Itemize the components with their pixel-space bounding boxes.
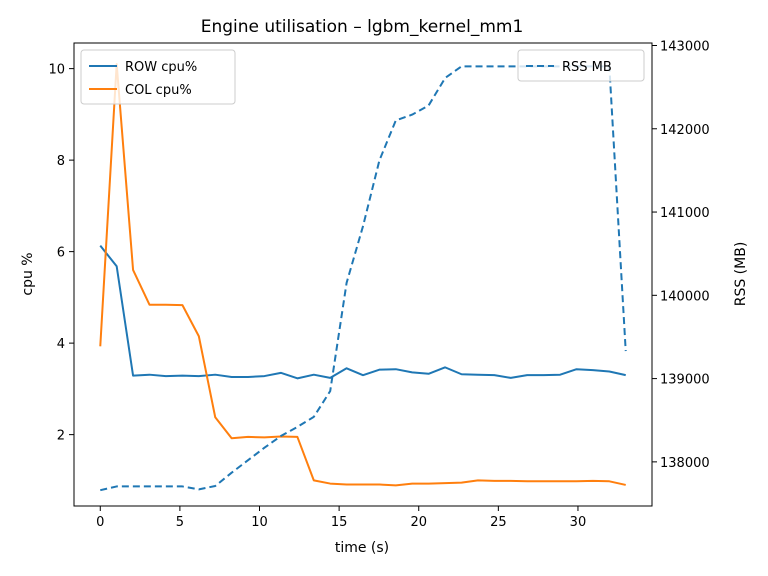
y2-tick-label: 143000: [660, 39, 710, 54]
series-line-rss-mb: [100, 65, 627, 492]
y-axis-right: 138000 139000 140000 141000 142000 143000: [652, 39, 710, 471]
series-line-col-cpu: [99, 63, 626, 487]
legend-label: COL cpu%: [125, 83, 192, 98]
legend-cpu: ROW cpu% COL cpu%: [80, 49, 236, 105]
x-axis: 0 5 10 15 20 25 30: [96, 506, 586, 530]
chart-title: Engine utilisation – lgbm_kernel_mm1: [201, 17, 524, 37]
x-tick-label: 10: [251, 515, 268, 530]
plot-frame: [73, 42, 653, 507]
x-tick-label: 20: [410, 515, 427, 530]
y2-tick-label: 142000: [660, 123, 710, 138]
y-tick-label: 8: [57, 154, 65, 169]
y2-tick-label: 141000: [660, 206, 710, 221]
y-axis-label: cpu %: [20, 252, 36, 295]
legend-label: ROW cpu%: [125, 60, 197, 75]
y2-axis-label: RSS (MB): [733, 242, 749, 307]
legend-box: [517, 49, 645, 82]
y-tick-label: 6: [57, 246, 65, 261]
x-tick-label: 25: [490, 515, 507, 530]
x-tick-label: 0: [96, 515, 104, 530]
x-axis-label: time (s): [335, 540, 389, 556]
y-tick-label: 4: [57, 337, 65, 352]
series-line-row-cpu: [99, 245, 626, 380]
x-tick-label: 5: [176, 515, 184, 530]
y2-tick-label: 139000: [660, 373, 710, 388]
legend-rss: RSS MB: [517, 49, 645, 82]
x-tick-label: 15: [331, 515, 348, 530]
y2-tick-label: 138000: [660, 456, 710, 471]
y2-tick-label: 140000: [660, 289, 710, 304]
plot-area: [99, 63, 627, 492]
legend-label: RSS MB: [562, 60, 612, 75]
y-tick-label: 2: [57, 429, 65, 444]
y-tick-label: 10: [48, 63, 65, 78]
y-axis-left: 2 4 6 8 10: [48, 63, 74, 444]
legend-box: [80, 49, 236, 105]
x-tick-label: 30: [570, 515, 587, 530]
